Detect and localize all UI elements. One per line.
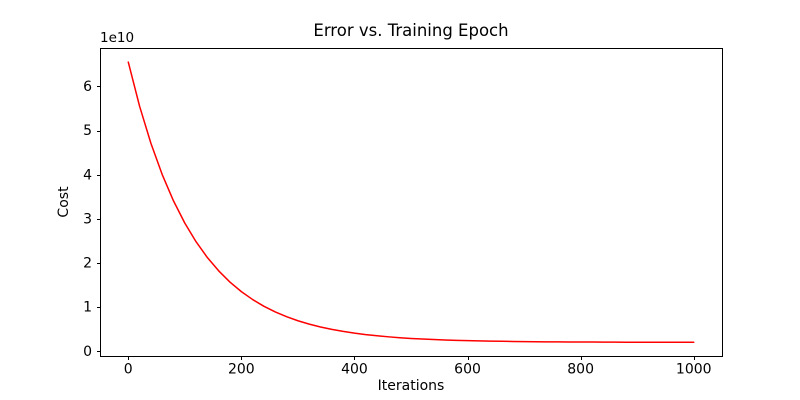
y-tick-label: 1: [83, 300, 92, 316]
x-tick-label: 1000: [676, 362, 712, 378]
y-axis-offset-label: 1e10: [100, 30, 135, 46]
x-tick-label: 800: [567, 362, 594, 378]
y-tick-label: 4: [83, 167, 92, 183]
y-tick-label: 6: [83, 79, 92, 95]
y-tick-label: 5: [83, 123, 92, 139]
chart-title: Error vs. Training Epoch: [313, 21, 509, 40]
x-tick-label: 400: [341, 362, 368, 378]
cost-curve: [127, 61, 695, 344]
x-tick-label: 200: [228, 362, 255, 378]
y-tick-label: 3: [83, 211, 92, 227]
x-tick-label: 600: [454, 362, 481, 378]
y-tick-label: 0: [83, 344, 92, 360]
plot-border: [100, 48, 723, 357]
x-axis-label: Iterations: [377, 378, 445, 394]
y-tick-label: 2: [83, 256, 92, 272]
x-tick-label: 0: [124, 362, 133, 378]
